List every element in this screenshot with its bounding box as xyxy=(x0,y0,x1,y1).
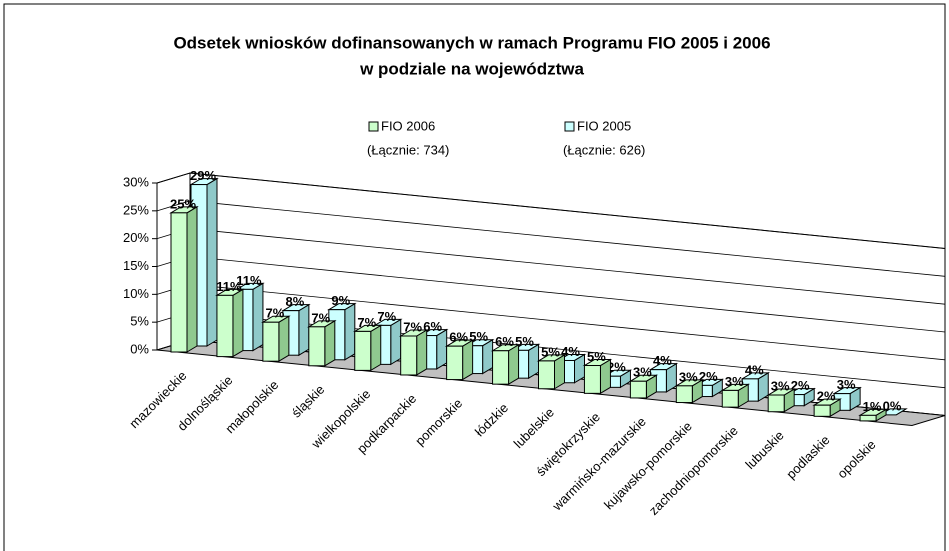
value-label: 4% xyxy=(561,344,580,359)
bar-front xyxy=(308,326,326,367)
value-label: 9% xyxy=(331,293,350,308)
value-label: 2% xyxy=(817,389,836,404)
value-label: 7% xyxy=(403,319,422,334)
legend-note: (Łącznie: 626) xyxy=(563,142,645,157)
bar xyxy=(169,205,199,353)
bar xyxy=(490,343,521,386)
value-label: 7% xyxy=(357,315,376,330)
value-label: 6% xyxy=(495,334,514,349)
bar-side xyxy=(324,319,336,367)
bar-side xyxy=(298,303,310,357)
bar-side xyxy=(252,282,264,352)
bar-side xyxy=(416,329,428,376)
bar-side xyxy=(370,324,382,372)
bar-front xyxy=(446,345,464,381)
value-label: 11% xyxy=(216,279,242,294)
bar-front xyxy=(675,385,693,404)
bar-side xyxy=(390,318,402,366)
value-label: 1% xyxy=(863,399,882,414)
bar-front xyxy=(721,389,739,408)
y-tick-label: 15% xyxy=(123,258,149,273)
value-label: 3% xyxy=(633,365,652,380)
value-label: 2% xyxy=(791,378,810,393)
value-label: 3% xyxy=(679,369,698,384)
value-label: 5% xyxy=(515,334,534,349)
bar xyxy=(261,315,291,363)
value-label: 7% xyxy=(265,306,284,321)
bar-front xyxy=(262,321,280,362)
bar xyxy=(812,398,842,418)
chart-title: Odsetek wniosków dofinansowanych w ramac… xyxy=(173,33,770,52)
y-tick-label: 10% xyxy=(123,286,149,301)
bar-front xyxy=(629,380,647,399)
bar-side xyxy=(186,205,198,353)
bar-side xyxy=(278,315,290,363)
bar xyxy=(720,383,751,409)
bar xyxy=(307,319,337,367)
value-label: 5% xyxy=(541,344,560,359)
legend-note: (Łącznie: 734) xyxy=(367,142,449,157)
grid-line xyxy=(156,172,946,249)
value-label: 11% xyxy=(236,273,262,288)
grid-line xyxy=(156,200,946,277)
value-label: 3% xyxy=(771,378,790,393)
bar xyxy=(352,324,383,372)
bar-front xyxy=(492,350,510,385)
value-label: 3% xyxy=(837,377,856,392)
bar-side xyxy=(232,288,244,358)
value-label: 5% xyxy=(587,349,606,364)
value-label: 4% xyxy=(745,362,764,377)
value-label: 6% xyxy=(423,319,442,334)
bar-front xyxy=(813,404,831,417)
bar xyxy=(858,408,888,422)
value-label: 29% xyxy=(190,168,216,183)
bar xyxy=(444,339,475,381)
y-tick-label: 25% xyxy=(123,202,149,217)
bar-front xyxy=(216,294,234,358)
bar xyxy=(766,388,796,413)
value-label: 8% xyxy=(285,294,304,309)
bar xyxy=(215,288,245,358)
bar-side xyxy=(508,343,520,386)
bar-front xyxy=(583,365,601,394)
bar xyxy=(582,358,613,395)
value-label: 2% xyxy=(699,369,718,384)
y-tick-label: 5% xyxy=(130,314,149,329)
bar-front xyxy=(767,394,785,413)
bar-front xyxy=(354,330,372,371)
bar xyxy=(674,378,705,404)
value-label: 6% xyxy=(449,330,468,345)
bar-side xyxy=(462,339,474,381)
bar-front xyxy=(400,335,418,376)
value-label: 2% xyxy=(607,360,626,375)
chart-subtitle: w podziale na województwa xyxy=(359,59,584,78)
bar xyxy=(628,374,659,399)
bar-side xyxy=(206,177,218,347)
bar-front xyxy=(538,360,555,390)
legend-label: FIO 2005 xyxy=(577,118,631,133)
value-label: 0% xyxy=(883,398,902,413)
legend-swatch xyxy=(368,121,379,132)
value-label: 5% xyxy=(469,329,488,344)
bar xyxy=(832,386,862,412)
bar-front xyxy=(859,414,877,422)
y-tick-label: 20% xyxy=(123,230,149,245)
value-label: 3% xyxy=(725,374,744,389)
bar xyxy=(398,329,429,376)
y-tick-label: 30% xyxy=(123,174,149,189)
bar-side xyxy=(436,328,448,370)
bar xyxy=(536,354,567,390)
value-label: 7% xyxy=(311,310,330,325)
bar-front xyxy=(170,212,188,353)
value-label: 25% xyxy=(170,196,196,211)
value-label: 4% xyxy=(653,353,672,368)
legend-swatch xyxy=(564,121,575,132)
legend-label: FIO 2006 xyxy=(381,118,435,133)
value-label: 7% xyxy=(377,309,396,324)
y-tick-label: 0% xyxy=(130,341,149,356)
